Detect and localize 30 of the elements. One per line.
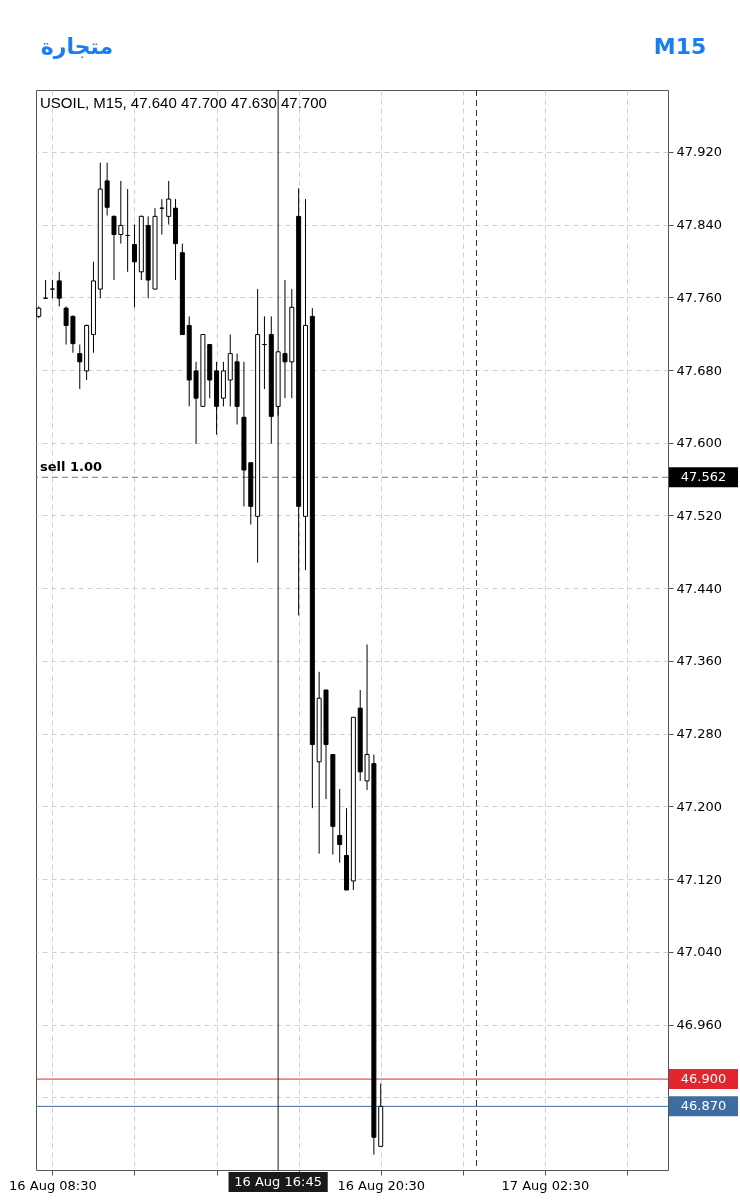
x-tick-label: 16 Aug 08:30 (9, 1177, 97, 1193)
y-tick-label: 47.280 (676, 726, 722, 742)
y-tick-label: 47.360 (676, 653, 722, 669)
y-tick-label: 47.440 (676, 580, 722, 596)
y-tick-label: 47.920 (676, 144, 722, 160)
y-tick-label: 46.960 (676, 1017, 722, 1033)
candlestick (337, 788, 343, 864)
annotation: sell 1.00 (40, 459, 103, 475)
y-tick-label: 47.600 (676, 435, 722, 451)
y-tick-label: 47.840 (676, 217, 722, 233)
y-tick-label: 47.680 (676, 362, 722, 378)
ref-line-label: 16 Aug 16:45 (234, 1174, 322, 1189)
candlestick (49, 279, 55, 299)
y-tick-label: 47.040 (676, 944, 722, 960)
chart-title: USOIL, M15, 47.640 47.700 47.630 47.700 (40, 94, 327, 111)
x-tick-label: 17 Aug 02:30 (501, 1177, 590, 1193)
candlestick (131, 224, 137, 308)
y-tick-label: 47.200 (676, 798, 722, 814)
y-tick-label: 47.760 (676, 289, 722, 305)
ref-line-label: 46.870 (680, 1098, 727, 1114)
candlestick (56, 271, 62, 307)
candlestick (166, 180, 172, 226)
text: متجارة (40, 34, 114, 59)
y-tick-label: 47.120 (676, 871, 722, 887)
ref-line-label: 46.900 (680, 1071, 727, 1087)
ref-line-label: 47.562 (680, 469, 727, 485)
candlestick (77, 344, 83, 390)
x-tick-label: 16 Aug 20:30 (337, 1177, 426, 1193)
y-tick-label: 47.520 (676, 507, 722, 523)
text: M15 (653, 34, 707, 59)
